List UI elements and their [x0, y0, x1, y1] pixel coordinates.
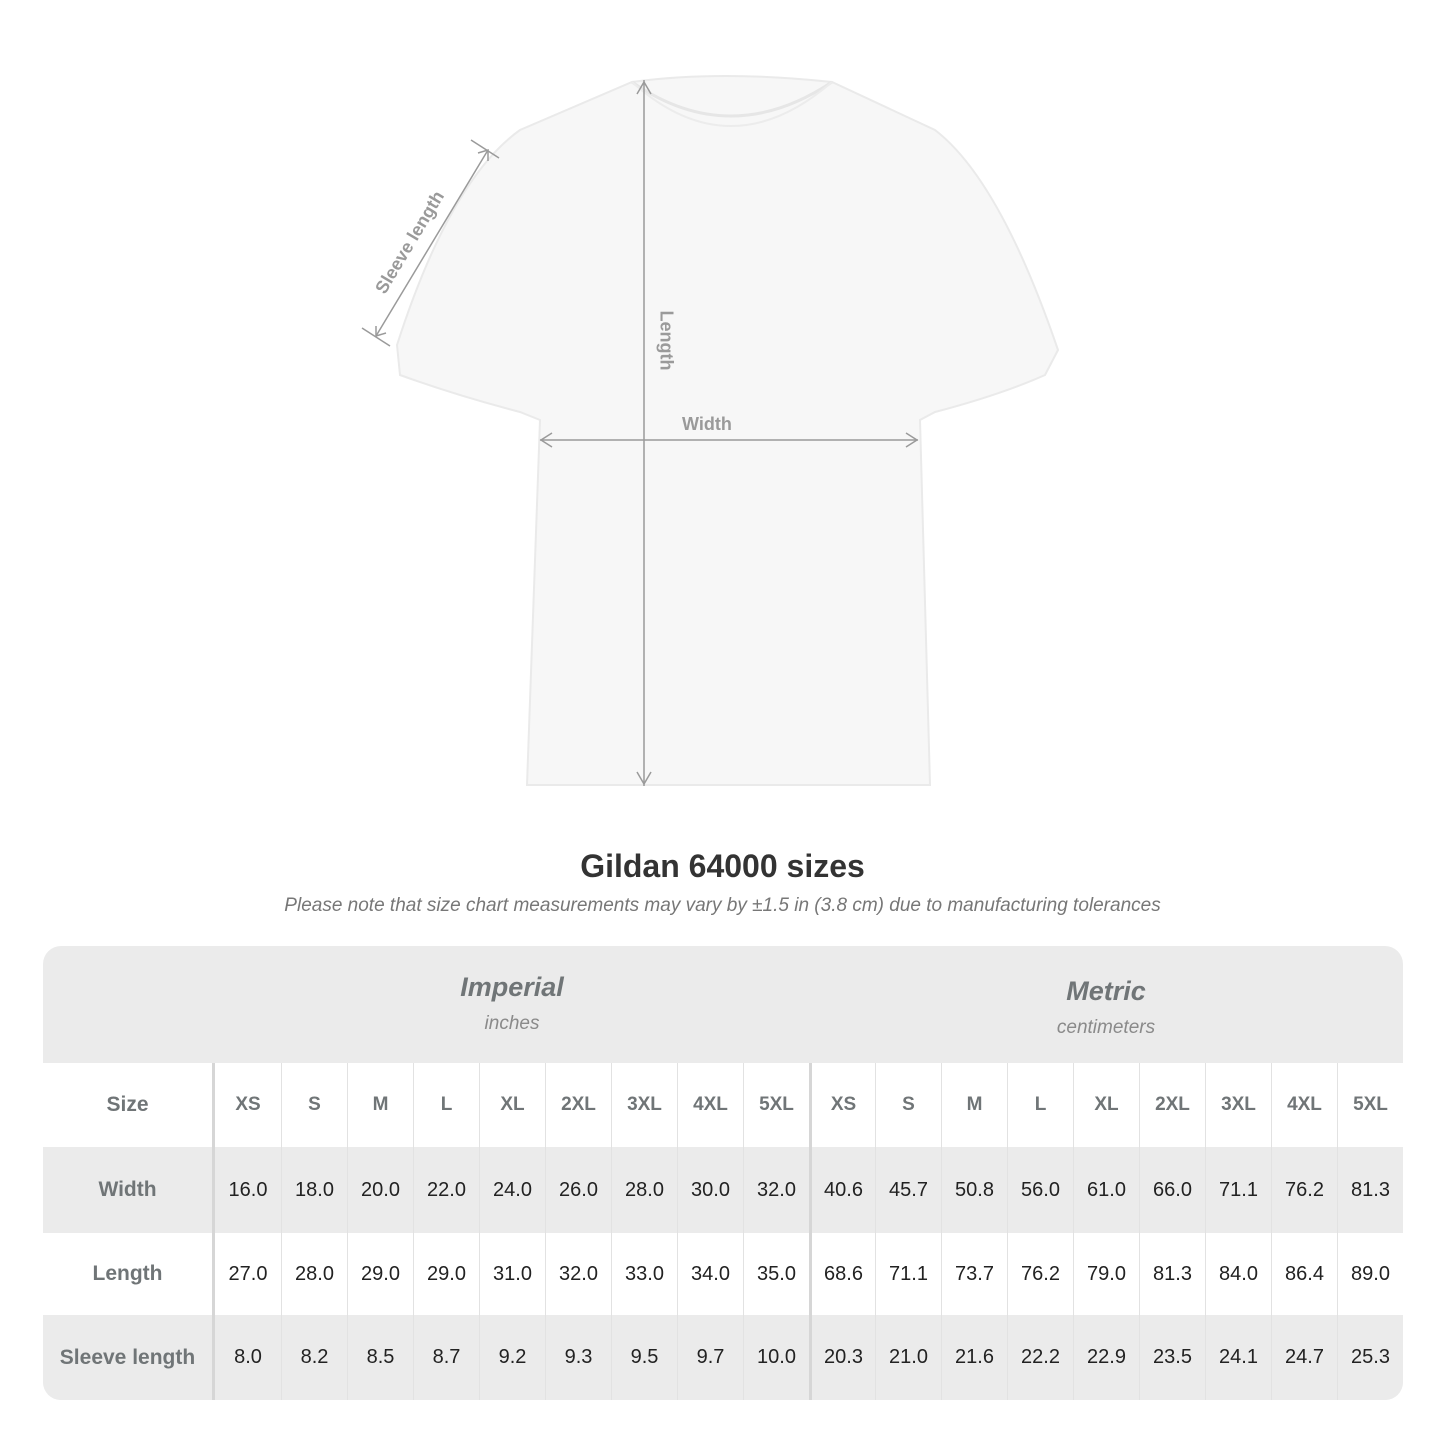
table-cell: 68.6 [809, 1233, 875, 1315]
table-cell: 23.5 [1139, 1315, 1205, 1400]
table-cell: 24.7 [1271, 1315, 1337, 1400]
table-cell: 34.0 [677, 1233, 743, 1315]
width-label: Width [682, 414, 732, 434]
table-cell: 79.0 [1073, 1233, 1139, 1315]
table-cell: 32.0 [743, 1147, 809, 1233]
table-cell: 86.4 [1271, 1233, 1337, 1315]
tolerance-note: Please note that size chart measurements… [284, 895, 1161, 916]
table-row: Length 27.0 28.0 29.0 29.0 31.0 32.0 33.0 34.0 35… [43, 1233, 1403, 1315]
size-header-cell: 5XL [743, 1063, 809, 1147]
table-cell: 22.2 [1007, 1315, 1073, 1400]
length-label: Length [656, 310, 677, 371]
table-cell: 9.7 [677, 1315, 743, 1400]
table-cell: 76.2 [1271, 1147, 1337, 1233]
metric-unit: centimeters [1056, 1017, 1156, 1038]
table-cell: 81.3 [1139, 1233, 1205, 1315]
table-cell: 8.0 [234, 1346, 262, 1368]
table-cell: 9.2 [479, 1315, 545, 1400]
table-cell: 22.9 [1073, 1315, 1139, 1400]
imperial-unit: inches [484, 1013, 540, 1034]
size-header-cell: M [941, 1063, 1007, 1147]
table-cell: 31.0 [479, 1233, 545, 1315]
table-cell: 9.5 [611, 1315, 677, 1400]
table-cell: 9.3 [545, 1315, 611, 1400]
table-cell: 89.0 [1337, 1233, 1403, 1315]
page-title: Gildan 64000 sizes [580, 848, 865, 884]
size-header-cell: 5XL [1337, 1063, 1403, 1147]
table-cell: 29.0 [413, 1233, 479, 1315]
size-header-cell: S [875, 1063, 941, 1147]
table-cell: 8.5 [347, 1315, 413, 1400]
table-cell: 61.0 [1073, 1147, 1139, 1233]
table-cell: 8.2 [281, 1315, 347, 1400]
table-cell: 24.1 [1205, 1315, 1271, 1400]
table-cell: 18.0 [281, 1147, 347, 1233]
table-cell: 84.0 [1205, 1233, 1271, 1315]
table-cell: 8.7 [413, 1315, 479, 1400]
size-header-cell: S [281, 1063, 347, 1147]
table-cell: 71.1 [875, 1233, 941, 1315]
table-cell: 24.0 [479, 1147, 545, 1233]
table-cell: 71.1 [1205, 1147, 1271, 1233]
table-cell: 56.0 [1007, 1147, 1073, 1233]
size-header-cell: XS [235, 1094, 261, 1115]
size-header-cell: 4XL [677, 1063, 743, 1147]
table-cell: 81.3 [1337, 1147, 1403, 1233]
table-cell: 25.3 [1337, 1315, 1403, 1400]
table-cell: 45.7 [875, 1147, 941, 1233]
length-arrow [636, 80, 652, 786]
table-cell: 76.2 [1007, 1233, 1073, 1315]
size-header-cell: 2XL [545, 1063, 611, 1147]
imperial-title: Imperial [460, 972, 564, 1002]
table-cell: 21.0 [875, 1315, 941, 1400]
table-cell: 40.6 [809, 1147, 875, 1233]
table-cell: 16.0 [228, 1178, 268, 1201]
size-header-cell: 3XL [1205, 1063, 1271, 1147]
row-label: Sleeve length [43, 1315, 215, 1400]
size-header-cell: 2XL [1139, 1063, 1205, 1147]
size-header-cell: M [347, 1063, 413, 1147]
width-arrow [539, 432, 919, 448]
table-cell: 29.0 [347, 1233, 413, 1315]
table-cell: 50.8 [941, 1147, 1007, 1233]
table-cell: 35.0 [743, 1233, 809, 1315]
table-cell: 22.0 [413, 1147, 479, 1233]
row-label: Length [43, 1233, 215, 1315]
table-cell: 10.0 [743, 1315, 809, 1400]
table-cell: 27.0 [228, 1262, 268, 1285]
size-header-cell: L [413, 1063, 479, 1147]
tshirt-diagram [361, 75, 1060, 786]
table-cell: 73.7 [941, 1233, 1007, 1315]
table-cell: 21.6 [941, 1315, 1007, 1400]
metric-header: Metric centimeters [809, 946, 1403, 1063]
table-cell: 26.0 [545, 1147, 611, 1233]
size-header-cell: 3XL [611, 1063, 677, 1147]
tshirt-collar [631, 80, 833, 118]
table-row: Width 16.0 18.0 20.0 22.0 24.0 26.0 28.0 30.0 32.… [43, 1147, 1403, 1233]
sleeve-length-arrow [361, 139, 500, 347]
metric-title: Metric [1066, 976, 1146, 1006]
size-header-cell: XS [809, 1063, 875, 1147]
row-label: Width [43, 1147, 215, 1233]
table-cell: 32.0 [545, 1233, 611, 1315]
imperial-header: Imperial inches [215, 946, 809, 1063]
table-cell: 66.0 [1139, 1147, 1205, 1233]
table-cell: 33.0 [611, 1233, 677, 1315]
table-cell: 28.0 [611, 1147, 677, 1233]
row-label: Size [43, 1063, 215, 1147]
table-cell: 20.0 [347, 1147, 413, 1233]
size-header-row: Size XS S M L XL 2XL 3XL 4XL 5XL XS S M L XL 2XL 3XL 4XL 5… [43, 1063, 1403, 1147]
table-cell: 28.0 [281, 1233, 347, 1315]
size-header-cell: XL [479, 1063, 545, 1147]
size-table: Imperial inches Metric centimeters Size X… [43, 946, 1403, 1400]
size-header-cell: 4XL [1271, 1063, 1337, 1147]
table-cell: 30.0 [677, 1147, 743, 1233]
tshirt-shape [395, 75, 1060, 786]
table-cell: 20.3 [809, 1315, 875, 1400]
size-header-cell: L [1007, 1063, 1073, 1147]
size-header-cell: XL [1073, 1063, 1139, 1147]
table-row: Sleeve length 8.0 8.2 8.5 8.7 9.2 9.3 9.5 9.7 10.… [43, 1315, 1403, 1400]
